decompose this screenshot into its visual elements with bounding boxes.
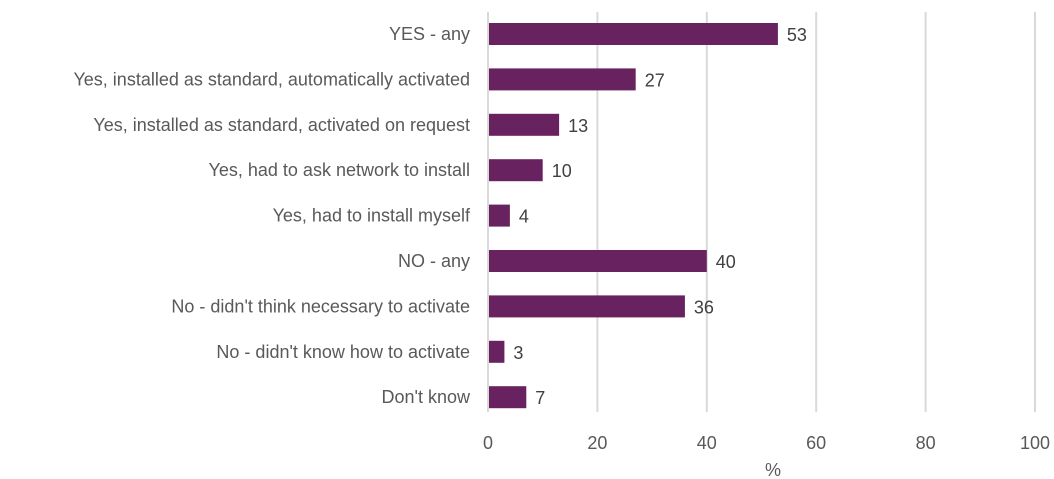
x-axis-ticks: 0 20 40 60 80 100 [483,433,1050,453]
bar [489,340,505,363]
x-tick-label: 40 [697,433,717,453]
category-label: No - didn't think necessary to activate [171,296,470,316]
bar [489,68,636,91]
bar [489,386,527,409]
data-label: 40 [716,252,736,272]
data-label: 3 [513,343,523,363]
bar [489,23,778,45]
category-label: Yes, installed as standard, automaticall… [73,69,470,89]
bar [489,113,560,136]
category-labels: YES - any Yes, installed as standard, aut… [73,24,471,407]
bars [489,23,778,409]
bar [489,295,685,318]
category-label: No - didn't know how to activate [216,342,470,362]
category-label: Yes, had to ask network to install [209,160,470,180]
x-tick-label: 60 [806,433,826,453]
data-labels: 53 27 13 10 4 40 36 3 7 [513,25,807,408]
category-label: Yes, had to install myself [273,206,471,226]
category-label: YES - any [389,24,470,44]
data-label: 10 [552,161,572,181]
data-label: 4 [519,207,529,227]
x-tick-label: 0 [483,433,493,453]
bar [489,204,510,227]
category-label: Yes, installed as standard, activated on… [93,115,470,135]
data-label: 36 [694,297,714,317]
bar [489,159,543,182]
data-label: 53 [787,25,807,45]
data-label: 27 [645,70,665,90]
x-tick-label: 80 [916,433,936,453]
data-label: 13 [568,116,588,136]
x-tick-label: 100 [1020,433,1050,453]
category-label: Don't know [382,387,471,407]
x-axis-title: % [765,460,781,479]
category-label: NO - any [398,251,470,271]
x-tick-label: 20 [587,433,607,453]
bar [489,250,707,272]
data-label: 7 [535,388,545,408]
